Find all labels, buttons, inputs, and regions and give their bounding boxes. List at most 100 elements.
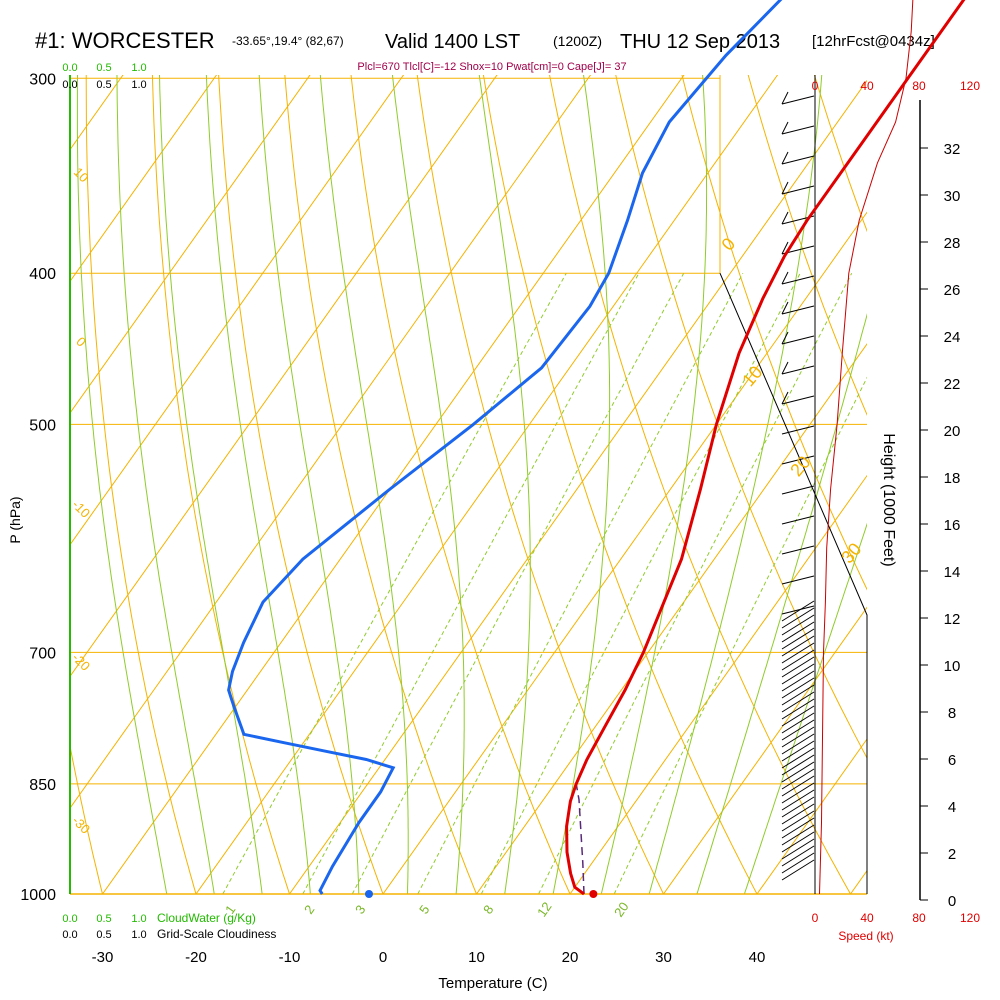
wind-barb: [781, 621, 815, 643]
temperature-line: [565, 0, 966, 896]
moist-adiabat: [600, 75, 708, 894]
wind-barb: [781, 663, 815, 685]
height-tick-label: 2: [948, 846, 956, 863]
mixing-ratio-line: [351, 272, 685, 894]
pressure-tick-label: 400: [29, 266, 56, 283]
height-tick-label: 24: [944, 329, 961, 346]
dewpoint-line: [227, 0, 783, 895]
forecast-date: THU 12 Sep 2013: [620, 31, 780, 53]
dry-adiabat: [813, 75, 867, 233]
x-tick-labels: -30 -20 -10 0 10 20 30 40: [92, 949, 766, 966]
speed-axis-label: Speed (kt): [838, 929, 893, 943]
x-tick-label: -20: [185, 949, 207, 966]
station-coords: -33.65°,19.4° (82,67): [232, 34, 344, 48]
x-tick-label: 30: [655, 949, 672, 966]
dry-adiabat: [961, 0, 1000, 927]
isotherm-lines: [70, 75, 867, 894]
isotherm: [850, 869, 867, 894]
height-tick-label: 0: [948, 893, 956, 910]
wind-barb: [781, 838, 815, 860]
speed-tick-top: 80: [912, 79, 926, 93]
wind-barb: [781, 845, 815, 867]
speed-tick-labels: 0 40 80 1200 40 80 120: [812, 79, 981, 925]
dry-adiabat-lines: [0, 0, 1000, 927]
wind-speed-profile: [819, 0, 914, 895]
wind-barb: [781, 185, 815, 195]
height-tick-label: 10: [944, 658, 961, 675]
x-tick-label: -10: [279, 949, 301, 966]
wind-barb-flag: [781, 391, 789, 405]
wind-barb: [781, 335, 815, 345]
stability-indices: Plcl=670 Tlcl[C]=-12 Shox=10 Pwat[cm]=0 …: [357, 61, 626, 73]
height-tick-label: 26: [944, 282, 961, 299]
moist-adiabat: [319, 75, 409, 894]
isotherm-label: -30: [69, 813, 93, 837]
mixing-ratio-line: [613, 376, 867, 894]
moist-adiabat: [648, 75, 823, 894]
wind-barb: [781, 740, 815, 762]
height-tick-label: 16: [944, 517, 961, 534]
moist-adiabat: [696, 313, 867, 894]
wind-barb-flag: [781, 211, 789, 225]
wind-barb: [781, 747, 815, 769]
wind-barb-flag: [781, 301, 789, 315]
wind-barb: [781, 395, 815, 405]
dry-adiabat: [0, 0, 16, 927]
wind-barb: [781, 515, 815, 525]
speed-tick-bottom: 40: [860, 911, 874, 925]
x-axis-label: Temperature (C): [438, 975, 547, 992]
wind-barb: [781, 628, 815, 650]
pressure-tick-label: 300: [29, 71, 56, 88]
cloudwater-scale-top: 1.0: [131, 62, 146, 74]
isotherm-label: 0: [73, 334, 89, 350]
wind-barb: [781, 455, 815, 465]
wind-barb: [781, 635, 815, 657]
dry-adiabat: [350, 75, 571, 894]
height-axis-label: Height (1000 Feet): [880, 433, 897, 566]
mixing-ratio-label: 8: [480, 902, 496, 917]
wind-barb-flag: [781, 181, 789, 195]
cloud-scale-labels: 0.0 0.5 1.0 0.0 0.5 1.0 0.0 0.5 1.0 0.0 0.5 1.0: [62, 62, 146, 941]
speed-tick-top: 40: [860, 79, 874, 93]
mixing-ratio-label: 5: [416, 902, 432, 917]
wind-barb: [781, 600, 815, 622]
mixing-ratio-line: [417, 272, 744, 894]
wind-barb: [781, 95, 815, 105]
pressure-tick-label: 1000: [20, 887, 56, 904]
cloudwater-label: CloudWater (g/Kg): [157, 911, 256, 925]
wind-barb: [781, 485, 815, 495]
mixing-ratio-line: [222, 272, 567, 894]
wind-barb: [781, 726, 815, 748]
mixing-ratio-label: 3: [352, 902, 368, 917]
moist-adiabat: [116, 75, 215, 894]
wind-barb: [781, 698, 815, 720]
wind-barb: [781, 642, 815, 664]
wind-barb: [781, 656, 815, 678]
dry-adiabat: [615, 75, 867, 760]
wind-barb-flag: [781, 241, 789, 255]
isotherm: [569, 474, 867, 894]
valid-time: Valid 1400 LST: [385, 31, 520, 53]
cloudwater-scale-bottom: 0.5: [96, 913, 111, 925]
height-tick-label: 28: [944, 235, 961, 252]
isotherm: [70, 75, 218, 283]
wind-barb: [781, 754, 815, 776]
moist-adiabat: [743, 522, 867, 894]
height-tick-label: 20: [944, 423, 961, 440]
wind-barb: [781, 691, 815, 713]
surface-temperature-marker: [589, 890, 598, 898]
pressure-tick-label: 500: [29, 417, 56, 434]
wind-barb: [781, 649, 815, 671]
speed-tick-top: 0: [812, 79, 819, 93]
x-tick-label: 20: [562, 949, 579, 966]
dry-adiabat-label: 0: [718, 234, 740, 255]
station-name: #1: WORCESTER: [35, 28, 215, 53]
wind-barb: [781, 425, 815, 435]
wind-barb: [781, 670, 815, 692]
x-tick-label: 10: [468, 949, 485, 966]
moist-adiabat-lines: [76, 75, 867, 894]
wind-barb: [781, 575, 815, 585]
